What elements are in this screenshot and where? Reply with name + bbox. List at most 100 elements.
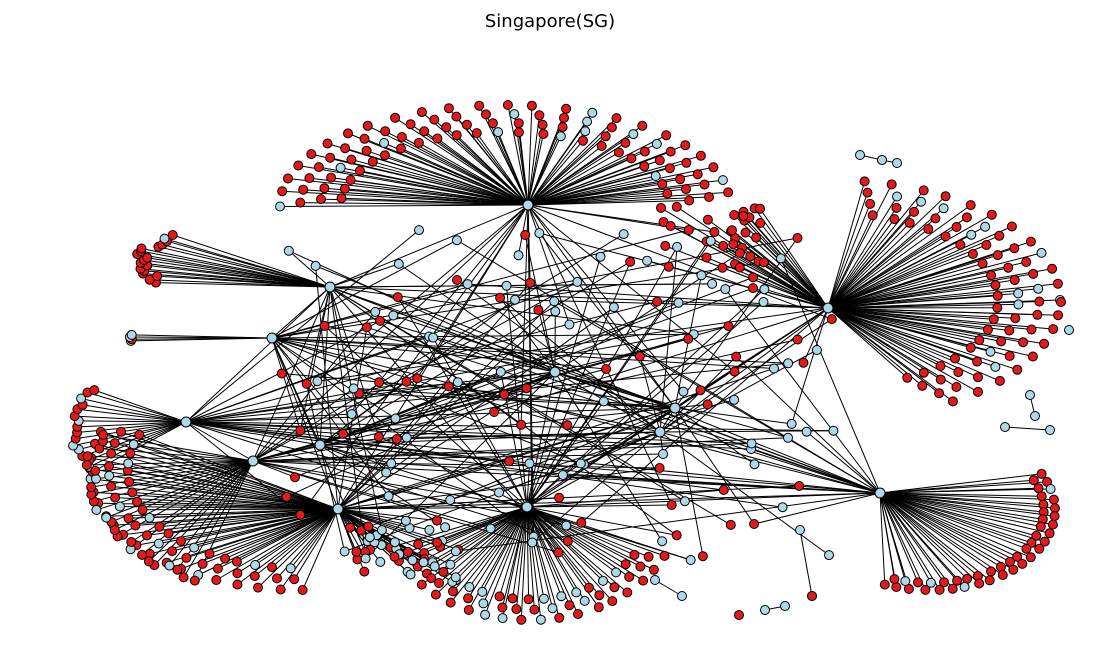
edge-694 bbox=[554, 371, 881, 494]
node-red-382 bbox=[986, 566, 996, 577]
edge-277 bbox=[209, 508, 339, 555]
edge-51 bbox=[518, 132, 529, 206]
node-blue-88 bbox=[717, 175, 728, 186]
node-red-147 bbox=[1048, 324, 1059, 335]
edge-437 bbox=[94, 389, 187, 423]
node-blue-334 bbox=[400, 515, 411, 526]
edge-610 bbox=[319, 444, 392, 464]
edge-661 bbox=[537, 309, 556, 373]
node-red-355 bbox=[1036, 468, 1047, 479]
node-red-71 bbox=[613, 147, 624, 158]
edge-185 bbox=[749, 217, 829, 309]
edge-230 bbox=[526, 506, 535, 610]
node-red-514 bbox=[695, 385, 706, 396]
edge-435 bbox=[80, 398, 187, 423]
node-red-515 bbox=[391, 434, 402, 444]
node-red-25 bbox=[359, 133, 370, 144]
node-red-44 bbox=[474, 100, 485, 111]
edge-122 bbox=[827, 253, 974, 309]
node-red-27 bbox=[396, 143, 406, 154]
edge-366 bbox=[879, 492, 1043, 520]
edge-204 bbox=[742, 215, 829, 309]
edge-470 bbox=[271, 229, 689, 339]
edge-289 bbox=[159, 508, 339, 528]
node-blue-240 bbox=[477, 586, 488, 597]
edge-381 bbox=[879, 492, 1004, 576]
node-red-212 bbox=[624, 571, 635, 582]
node-red-399 bbox=[879, 579, 890, 590]
node-blue-0 bbox=[275, 201, 285, 212]
edge-66 bbox=[527, 135, 607, 206]
node-red-390 bbox=[939, 577, 949, 588]
node-red-1 bbox=[295, 197, 306, 208]
node-red-412 bbox=[136, 243, 147, 254]
node-red-562 bbox=[718, 485, 729, 495]
edge-163 bbox=[827, 307, 1001, 382]
node-red-565 bbox=[452, 275, 462, 285]
node-blue-543 bbox=[549, 296, 560, 307]
node-red-272 bbox=[211, 575, 222, 585]
edge-245 bbox=[452, 506, 528, 592]
edge-217 bbox=[526, 506, 613, 602]
node-red-30 bbox=[396, 132, 407, 142]
node-red-16 bbox=[306, 149, 317, 160]
node-red-37 bbox=[429, 114, 440, 125]
node-red-528 bbox=[525, 277, 536, 288]
node-red-309 bbox=[104, 461, 114, 472]
edge-177 bbox=[754, 208, 829, 309]
node-red-81 bbox=[681, 157, 692, 168]
node-red-192 bbox=[671, 201, 682, 212]
node-blue-571 bbox=[575, 458, 586, 469]
edge-483 bbox=[271, 337, 387, 473]
edge-700 bbox=[329, 286, 556, 373]
edge-656 bbox=[185, 301, 658, 423]
node-red-86 bbox=[675, 174, 686, 185]
node-red-593 bbox=[709, 227, 720, 237]
edge-288 bbox=[146, 508, 339, 536]
node-blue-537 bbox=[696, 270, 707, 281]
node-red-457 bbox=[81, 460, 92, 470]
edge-28 bbox=[367, 125, 529, 206]
edge-153 bbox=[827, 307, 1002, 342]
edge-114 bbox=[827, 235, 946, 309]
edge-391 bbox=[879, 492, 941, 591]
node-red-5 bbox=[298, 184, 309, 195]
node-red-263 bbox=[275, 584, 286, 595]
node-blue-575 bbox=[598, 396, 609, 407]
node-blue-597 bbox=[495, 366, 506, 377]
node-red-591 bbox=[652, 296, 663, 307]
node-red-128 bbox=[1021, 257, 1032, 267]
node-red-312 bbox=[106, 448, 117, 459]
edge-386 bbox=[879, 492, 968, 580]
node-red-369 bbox=[1044, 528, 1055, 539]
edge-361 bbox=[879, 492, 1054, 501]
node-blue-535 bbox=[428, 332, 439, 343]
edge-334 bbox=[337, 508, 406, 522]
node-red-409 bbox=[142, 252, 153, 263]
node-red-39 bbox=[451, 130, 462, 141]
node-red-283 bbox=[176, 536, 186, 547]
edge-377 bbox=[879, 492, 1023, 565]
node-red-545 bbox=[281, 491, 292, 502]
edge-372 bbox=[879, 492, 1032, 544]
node-red-54 bbox=[537, 119, 548, 130]
edge-682 bbox=[185, 421, 528, 508]
edge-174 bbox=[827, 307, 908, 379]
edge-228 bbox=[526, 506, 545, 599]
node-red-521 bbox=[749, 519, 760, 529]
edge-23 bbox=[384, 154, 529, 206]
edge-229 bbox=[526, 506, 542, 620]
node-red-313 bbox=[125, 448, 136, 459]
node-blue-606 bbox=[760, 605, 770, 615]
node-red-288 bbox=[142, 530, 152, 541]
node-red-169 bbox=[935, 374, 946, 385]
node-red-196 bbox=[656, 202, 666, 213]
nodes-layer bbox=[68, 100, 1074, 625]
node-red-122 bbox=[967, 249, 978, 259]
node-red-96 bbox=[862, 187, 873, 198]
node-blue-73 bbox=[651, 138, 662, 149]
edge-685 bbox=[526, 407, 676, 508]
node-red-87 bbox=[657, 179, 668, 189]
edge-117 bbox=[827, 234, 972, 309]
node-red-78 bbox=[654, 155, 665, 166]
